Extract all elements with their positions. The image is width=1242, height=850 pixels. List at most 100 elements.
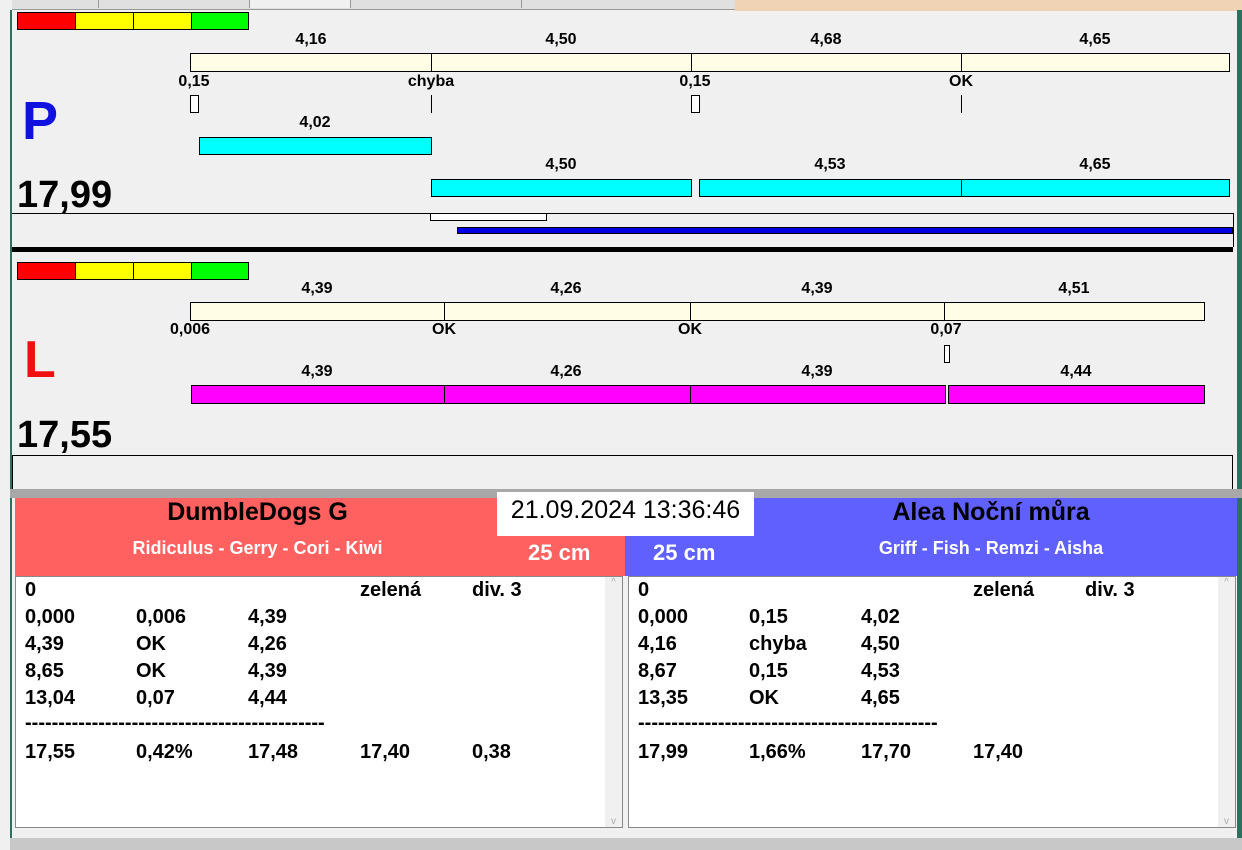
mark-label: 0,006 (169, 321, 211, 338)
status-swatches-l (17, 262, 249, 280)
segment-label: 4,39 (301, 280, 333, 297)
left-border (10, 10, 12, 840)
run-segment (444, 385, 691, 404)
list-divider: ----------------------------------------… (25, 712, 325, 734)
right-results-list[interactable]: ^ v (628, 576, 1236, 828)
cell: OK (136, 660, 166, 682)
lane-total-l: 17,55 (17, 414, 113, 456)
header-strip (735, 0, 1242, 11)
mark-label: 0,15 (178, 73, 210, 90)
scroll-up-icon[interactable]: ^ (1224, 577, 1229, 588)
cell: 17,99 (638, 741, 689, 763)
cell: 13,35 (638, 687, 689, 709)
segment-label: 4,26 (550, 280, 582, 297)
cell: 0,15 (749, 606, 788, 628)
tab[interactable] (250, 0, 351, 8)
course-segment (961, 53, 1230, 72)
cell: 17,40 (973, 741, 1024, 763)
course-segment (190, 302, 445, 321)
cell: OK (136, 633, 166, 655)
course-segment (431, 53, 692, 72)
marker (190, 95, 199, 113)
datetime: 21.09.2024 13:36:46 (497, 492, 754, 536)
tab-strip[interactable] (12, 0, 735, 10)
progress-bar-p (457, 227, 1233, 234)
swatch-yellow (133, 262, 192, 280)
cell: 4,02 (861, 606, 900, 628)
segment-label: 4,39 (801, 280, 833, 297)
cell: 0 (638, 579, 650, 601)
swatch-yellow (75, 262, 134, 280)
cell: div. 3 (1085, 579, 1135, 601)
segment-label: 4,51 (1058, 280, 1090, 297)
run-label: 4,44 (1060, 363, 1092, 380)
swatch-yellow (75, 12, 134, 30)
status-bar (10, 838, 1242, 850)
cell: 17,70 (861, 741, 912, 763)
cell: 13,04 (25, 687, 76, 709)
scroll-down-icon[interactable]: v (611, 816, 616, 827)
run-label: 4,53 (814, 156, 846, 173)
segment-label: 4,50 (545, 31, 577, 48)
left-team-height: 25 cm (528, 540, 591, 565)
left-results-list[interactable]: ^ v (15, 576, 623, 828)
run-label: 4,50 (545, 156, 577, 173)
run-segment (948, 385, 1205, 404)
lane-total-p: 17,99 (17, 174, 113, 216)
tab[interactable] (99, 0, 250, 8)
swatch-yellow (133, 12, 192, 30)
cell: 0,42% (136, 741, 193, 763)
scrollbar[interactable]: ^ v (1218, 577, 1235, 827)
status-swatches-p (17, 12, 249, 30)
list-divider: ----------------------------------------… (638, 712, 938, 734)
course-segment (190, 53, 432, 72)
cell: 8,65 (25, 660, 64, 682)
right-border (1237, 10, 1242, 840)
left-team-name: DumbleDogs G (167, 498, 348, 526)
progress-marker (430, 213, 547, 221)
course-segment (444, 302, 691, 321)
run-label: 4,26 (550, 363, 582, 380)
mark-label: OK (949, 73, 973, 90)
right-team-height: 25 cm (653, 540, 716, 565)
cell: 0,000 (638, 606, 689, 628)
swatch-red (17, 12, 76, 30)
scrollbar[interactable]: ^ v (605, 577, 622, 827)
run-segment (199, 137, 432, 155)
right-team-dogs: Griff - Fish - Remzi - Aisha (878, 538, 1104, 558)
course-segment (691, 53, 962, 72)
run-segment (961, 179, 1230, 197)
cell: 0 (25, 579, 37, 601)
cell: 4,44 (248, 687, 287, 709)
run-label: 4,39 (301, 363, 333, 380)
lane-letter-p: P (22, 91, 59, 151)
cell: 4,39 (248, 660, 287, 682)
scroll-down-icon[interactable]: v (1224, 816, 1229, 827)
scroll-up-icon[interactable]: ^ (611, 577, 616, 588)
run-segment (191, 385, 445, 404)
mark-label: chyba (407, 73, 455, 90)
lane-letter-l: L (24, 331, 56, 389)
tab[interactable] (351, 0, 522, 8)
tab[interactable] (12, 0, 99, 8)
run-label: 4,65 (1079, 156, 1111, 173)
cell: 0,38 (472, 741, 511, 763)
lane-divider (12, 247, 1233, 252)
segment-label: 4,65 (1079, 31, 1111, 48)
segment-label: 4,16 (295, 31, 327, 48)
cell: div. 3 (472, 579, 522, 601)
mark-label: 0,15 (679, 73, 711, 90)
marker-line (431, 95, 432, 113)
cell: 4,53 (861, 660, 900, 682)
mark-label: 0,07 (930, 321, 962, 338)
left-team-dogs: Ridiculus - Gerry - Cori - Kiwi (132, 538, 383, 558)
cell: 4,39 (25, 633, 64, 655)
cell: 0,07 (136, 687, 175, 709)
cell: zelená (973, 579, 1035, 601)
cell: 0,000 (25, 606, 76, 628)
cell: 1,66% (749, 741, 806, 763)
course-segment (690, 302, 945, 321)
run-segment (690, 385, 946, 404)
marker (944, 345, 950, 363)
marker (691, 95, 700, 113)
